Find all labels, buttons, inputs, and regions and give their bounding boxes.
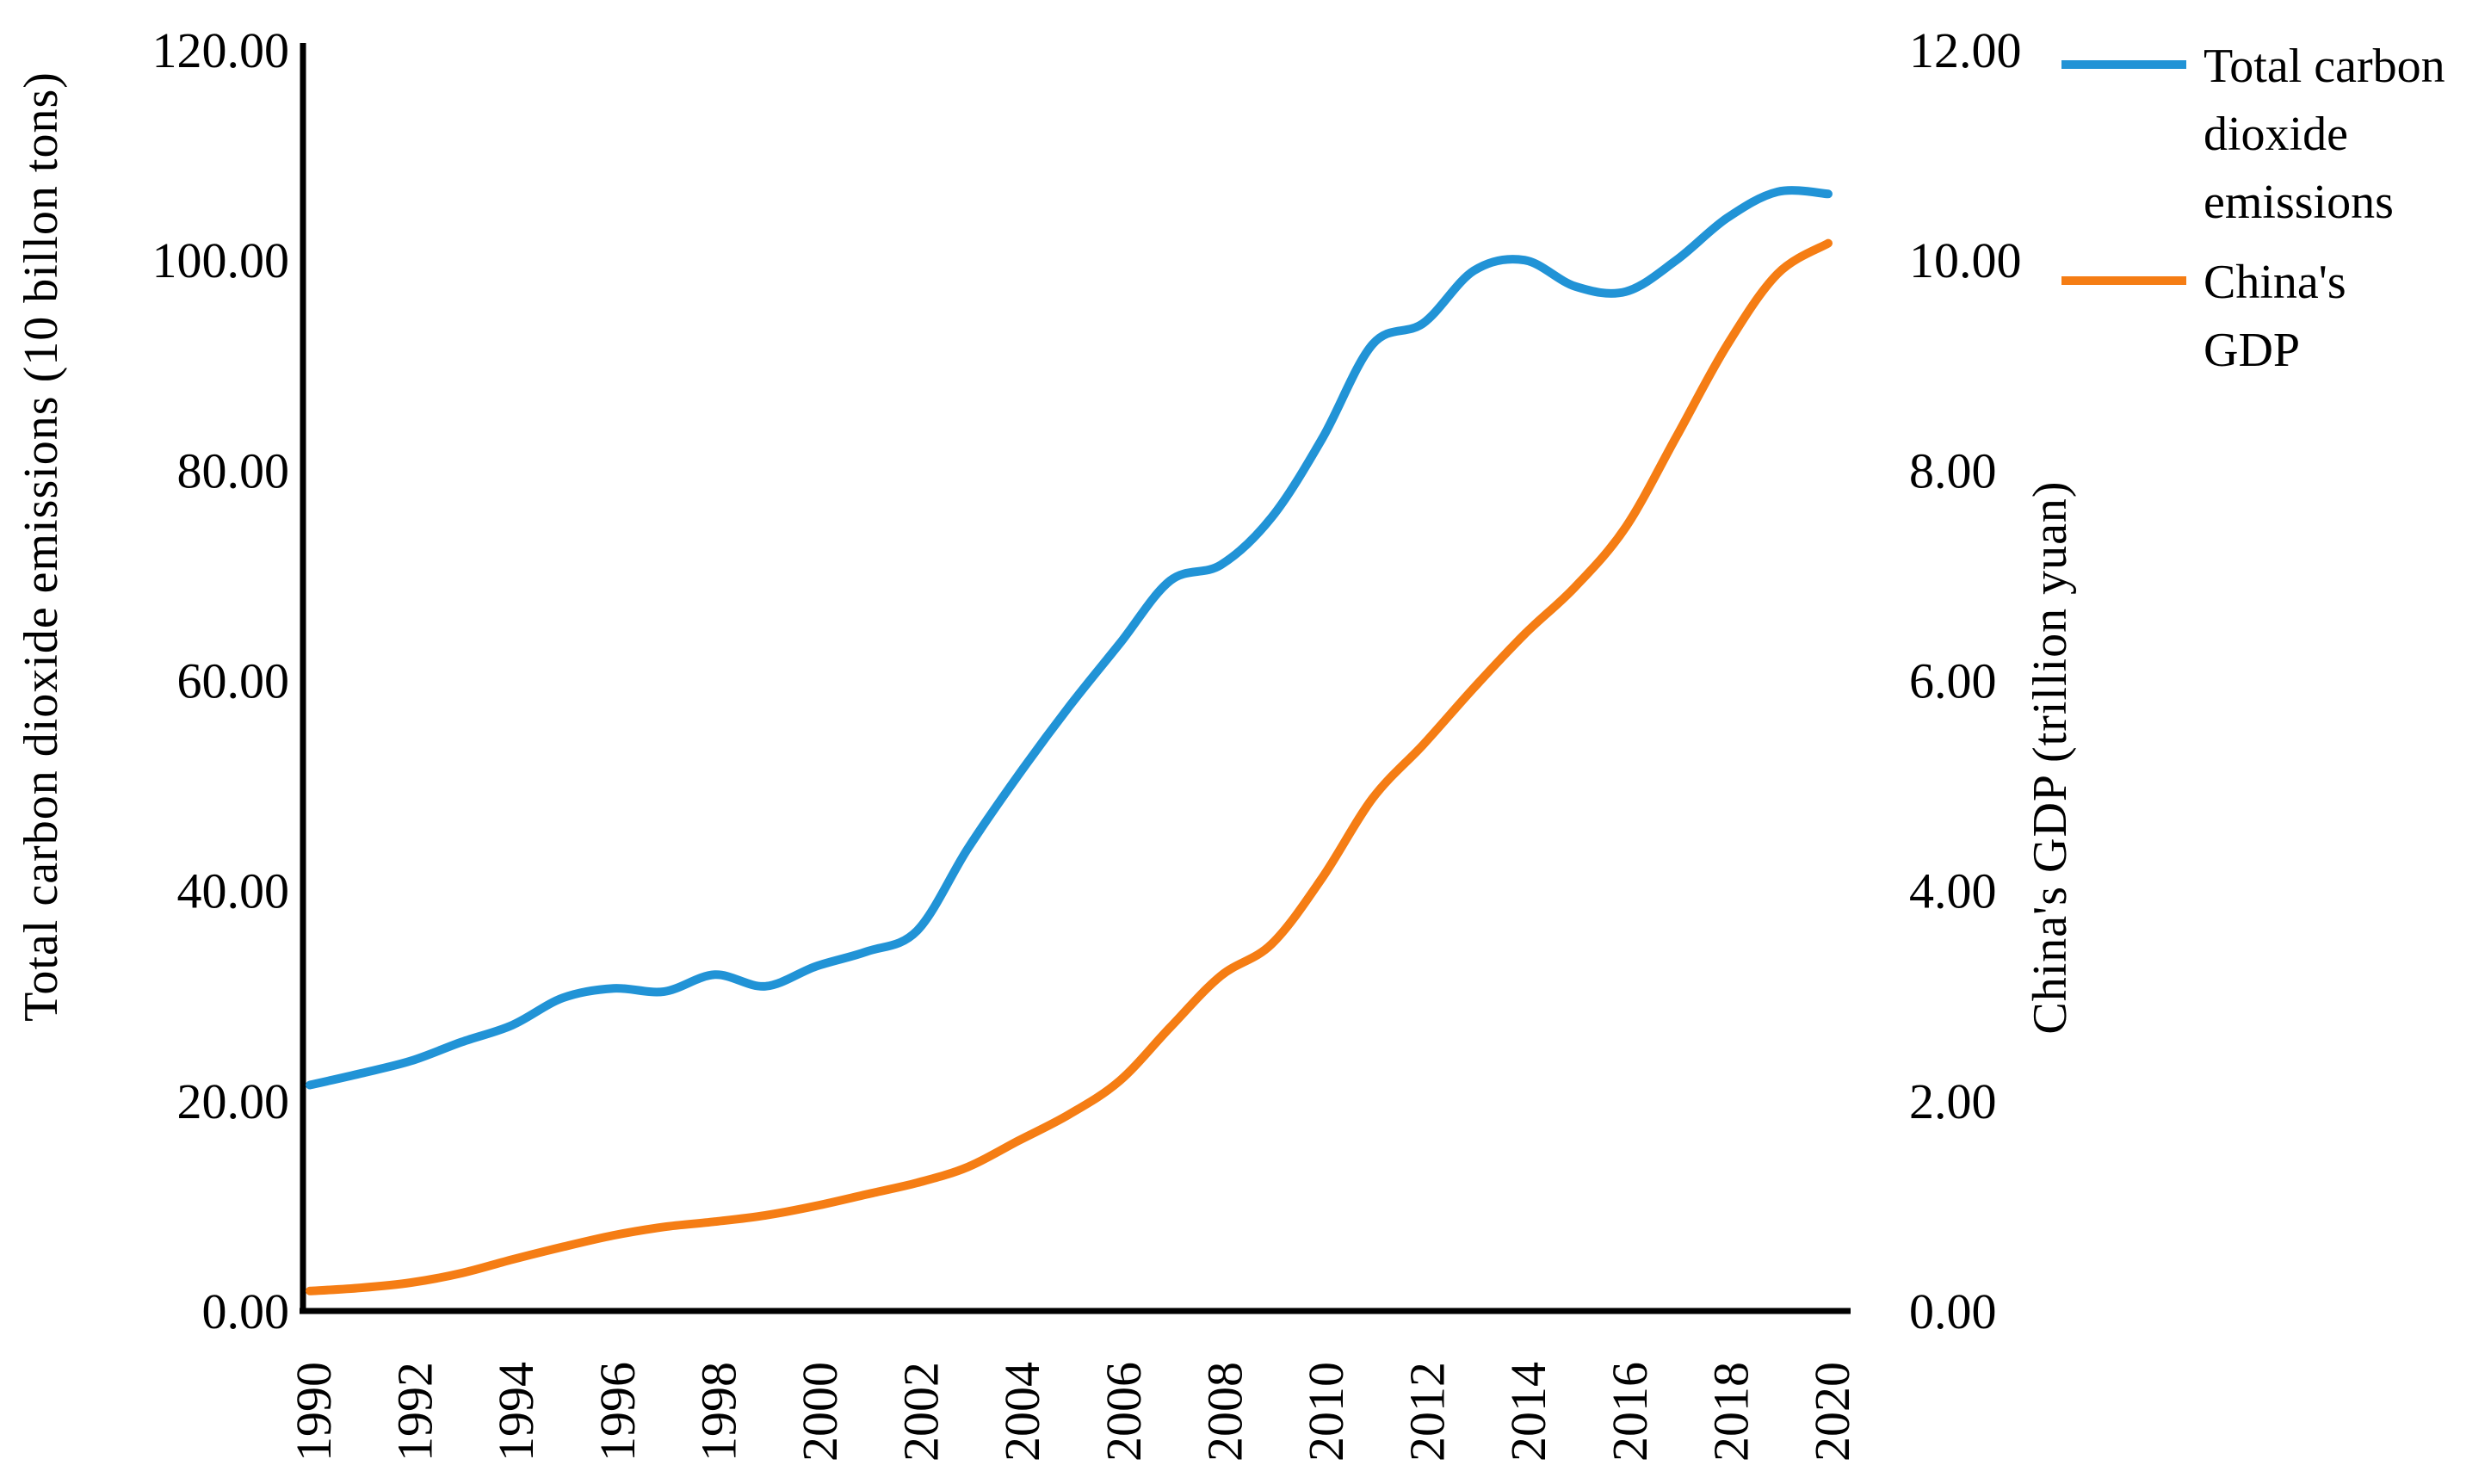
legend-label-china-s-gdp: GDP bbox=[2204, 324, 2300, 377]
right-axis-title: China's GDP (trillion yuan) bbox=[2024, 480, 2077, 1034]
left-axis-title: Total carbon dioxide emissions (10 billo… bbox=[15, 71, 68, 1022]
x-axis-tick-label: 2004 bbox=[994, 1362, 1050, 1462]
x-axis-tick-label: 1996 bbox=[590, 1362, 646, 1462]
legend-label-total-carbon-dioxide-emissions: emissions bbox=[2204, 176, 2394, 229]
x-axis-tick-label: 2018 bbox=[1703, 1362, 1759, 1462]
x-axis-tick-label: 2014 bbox=[1500, 1362, 1556, 1462]
right-axis-tick-label: 8.00 bbox=[1909, 442, 1997, 498]
left-axis-tick-label: 60.00 bbox=[177, 653, 290, 709]
right-axis-tick-label: 2.00 bbox=[1909, 1073, 1997, 1129]
right-axis-tick-label: 6.00 bbox=[1909, 653, 1997, 709]
legend-label-total-carbon-dioxide-emissions: dioxide bbox=[2204, 108, 2348, 161]
left-axis-tick-label: 20.00 bbox=[177, 1073, 290, 1129]
left-axis-tick-label: 100.00 bbox=[152, 232, 290, 288]
x-axis-tick-label: 2006 bbox=[1096, 1362, 1152, 1462]
x-axis-tick-label: 2012 bbox=[1400, 1362, 1456, 1462]
total-carbon-dioxide-emissions-line bbox=[306, 186, 1833, 1090]
legend-label-total-carbon-dioxide-emissions: Total carbon bbox=[2204, 40, 2445, 93]
x-axis-tick-label: 2008 bbox=[1196, 1362, 1252, 1462]
left-axis-tick-label: 0.00 bbox=[202, 1283, 290, 1339]
x-axis-tick-label: 2010 bbox=[1298, 1362, 1354, 1462]
x-axis-tick-label: 1992 bbox=[387, 1362, 443, 1462]
x-axis-tick-label: 1994 bbox=[488, 1362, 544, 1462]
left-axis-tick-label: 40.00 bbox=[177, 863, 290, 919]
x-axis-tick-label: 2016 bbox=[1602, 1362, 1658, 1462]
right-axis-tick-label: 4.00 bbox=[1909, 863, 1997, 919]
right-axis-tick-label: 12.00 bbox=[1909, 22, 2022, 78]
x-axis-tick-label: 2002 bbox=[893, 1362, 949, 1462]
x-axis-tick-label: 1990 bbox=[286, 1362, 342, 1462]
left-axis-tick-label: 80.00 bbox=[177, 442, 290, 498]
right-axis-tick-label: 10.00 bbox=[1909, 232, 2022, 288]
x-axis-tick-label: 2020 bbox=[1804, 1362, 1860, 1462]
x-axis-tick-label: 2000 bbox=[792, 1362, 848, 1462]
legend-label-china-s-gdp: China's bbox=[2204, 256, 2346, 309]
right-axis-tick-label: 0.00 bbox=[1909, 1283, 1997, 1339]
china-s-gdp-line bbox=[306, 238, 1833, 1295]
x-axis-tick-label: 1998 bbox=[690, 1362, 746, 1462]
left-axis-tick-label: 120.00 bbox=[152, 22, 290, 78]
